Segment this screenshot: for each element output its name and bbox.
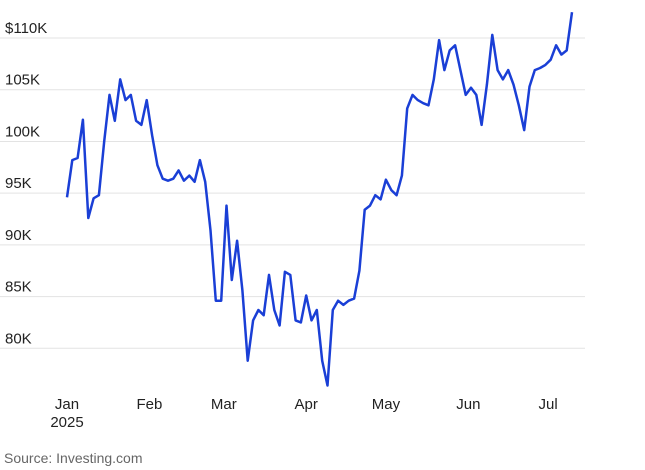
y-tick-label: 90K — [5, 227, 32, 244]
x-tick-label: Mar — [211, 396, 237, 413]
y-tick-label: 95K — [5, 175, 32, 192]
x-tick-label: Jun — [456, 396, 480, 413]
y-tick-label: 100K — [5, 123, 40, 140]
x-tick-label: Apr — [295, 396, 318, 413]
price-line — [65, 12, 574, 387]
y-tick-label: 80K — [5, 330, 32, 347]
x-tick-label: May — [372, 396, 401, 413]
x-tick-label: Jul — [538, 396, 557, 413]
source: Source: Investing.com — [4, 450, 143, 466]
x-tick-label: Jan — [55, 396, 79, 413]
y-tick-label: $110K — [5, 20, 47, 37]
y-tick-label: 105K — [5, 72, 40, 89]
x-year-label: 2025 — [50, 414, 83, 431]
x-tick-label: Feb — [136, 396, 162, 413]
y-tick-label: 85K — [5, 279, 32, 296]
